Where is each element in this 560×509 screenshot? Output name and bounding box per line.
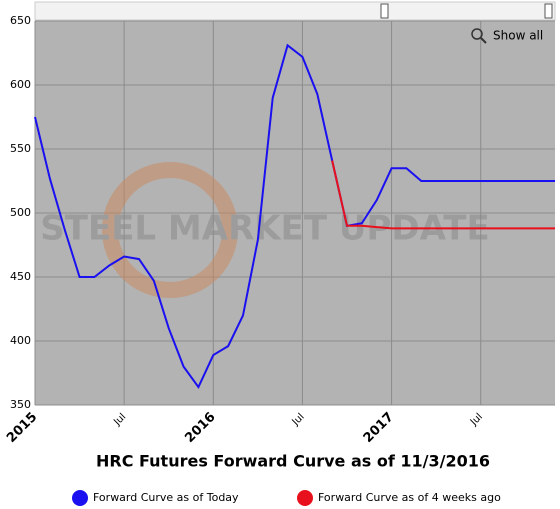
series-line xyxy=(331,160,555,230)
x-tick-label: 2017 xyxy=(361,410,397,446)
y-tick-label: 450 xyxy=(10,270,31,283)
scroll-handle[interactable] xyxy=(544,3,553,19)
y-tick-label: 650 xyxy=(10,14,31,27)
x-tick-label: Jul xyxy=(111,411,128,428)
zoom-icon xyxy=(471,28,483,40)
watermark-logo xyxy=(102,162,238,298)
scroll-handle[interactable] xyxy=(380,3,389,19)
zoom-button[interactable]: Show all xyxy=(471,28,543,44)
x-tick-label: 2016 xyxy=(182,410,218,446)
legend-marker xyxy=(72,490,88,506)
series-line xyxy=(34,43,555,390)
scrollbar[interactable] xyxy=(34,1,556,21)
zoom-label[interactable]: Show all xyxy=(493,29,543,43)
y-tick-label: 350 xyxy=(10,398,31,411)
x-tick-label: Jul xyxy=(468,411,485,428)
zoom-icon xyxy=(480,37,487,44)
legend-label: Forward Curve as of Today xyxy=(93,491,239,504)
legend-marker xyxy=(297,490,313,506)
y-tick-label: 600 xyxy=(10,78,31,91)
y-tick-label: 550 xyxy=(10,142,31,155)
x-tick-label: Jul xyxy=(290,411,307,428)
y-tick-label: 400 xyxy=(10,334,31,347)
legend-label: Forward Curve as of 4 weeks ago xyxy=(318,491,501,504)
x-tick-label: 2015 xyxy=(4,410,40,446)
chart-title: HRC Futures Forward Curve as of 11/3/201… xyxy=(96,452,490,471)
y-tick-label: 500 xyxy=(10,206,31,219)
